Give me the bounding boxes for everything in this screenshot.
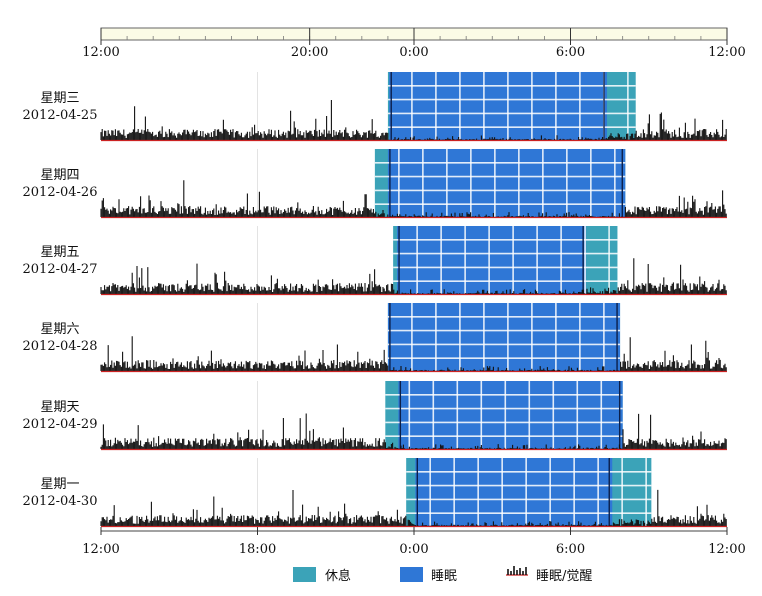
activity-bars (100, 413, 727, 449)
row-weekday-label: 星期三 (40, 91, 79, 106)
bottom-tick-label: 6:00 (556, 542, 585, 557)
bottom-tick-label: 12:00 (708, 542, 745, 557)
day-row: 星期天 2012-04-29 (23, 381, 727, 451)
row-weekday-label: 星期五 (40, 245, 79, 260)
bottom-time-axis: 12:00 18:00 0:00 6:00 12:00 (82, 527, 746, 557)
row-date-label: 2012-04-26 (23, 185, 98, 200)
overview-timeline[interactable]: 12:00 20:00 0:00 6:00 12:00 (82, 27, 746, 60)
bottom-tick-label: 18:00 (239, 542, 276, 557)
overview-tick-label: 20:00 (291, 45, 328, 60)
legend-sleepwake-bars (507, 566, 527, 575)
sleep-period (415, 458, 613, 527)
legend-sleepwake-label: 睡眠/觉醒 (536, 569, 592, 584)
bottom-tick-label: 0:00 (399, 542, 428, 557)
bottom-tick-label: 12:00 (82, 542, 119, 557)
sleep-period (387, 303, 621, 372)
legend-sleepwake-swatch (506, 566, 528, 576)
sleep-period (389, 72, 608, 141)
day-row: 星期三 2012-04-25 (23, 72, 727, 142)
overview-tick-label: 6:00 (556, 45, 585, 60)
row-weekday-label: 星期六 (40, 322, 79, 337)
row-weekday-label: 星期四 (40, 168, 79, 183)
activity-bars (100, 489, 727, 526)
row-date-label: 2012-04-30 (23, 494, 98, 509)
sleep-period (398, 381, 623, 450)
activity-bars (100, 180, 727, 217)
day-row: 星期六 2012-04-28 (23, 303, 727, 373)
row-date-label: 2012-04-28 (23, 339, 98, 354)
legend-sleep-swatch (400, 567, 423, 582)
legend-rest-swatch (293, 567, 316, 582)
overview-tick-label: 12:00 (82, 45, 119, 60)
row-date-label: 2012-04-25 (23, 108, 98, 123)
row-weekday-label: 星期一 (40, 477, 79, 492)
sleep-period (397, 226, 587, 295)
day-row: 星期一 2012-04-30 (23, 458, 727, 528)
overview-tick-label: 12:00 (708, 45, 745, 60)
legend: 休息 睡眠 睡眠/觉醒 (293, 566, 592, 584)
legend-rest-label: 休息 (325, 568, 351, 584)
overview-tick-label: 0:00 (399, 45, 428, 60)
row-date-label: 2012-04-29 (23, 417, 98, 432)
row-date-label: 2012-04-27 (23, 262, 98, 277)
day-rows: 星期三2012-04-25星期四2012-04-26星期五2012-04-27星… (23, 72, 727, 528)
sleep-period (387, 149, 626, 218)
day-row: 星期五 2012-04-27 (23, 226, 727, 296)
activity-bars (100, 100, 727, 140)
legend-sleep-label: 睡眠 (431, 569, 457, 584)
day-row: 星期四 2012-04-26 (23, 149, 727, 219)
row-weekday-label: 星期天 (40, 400, 79, 415)
